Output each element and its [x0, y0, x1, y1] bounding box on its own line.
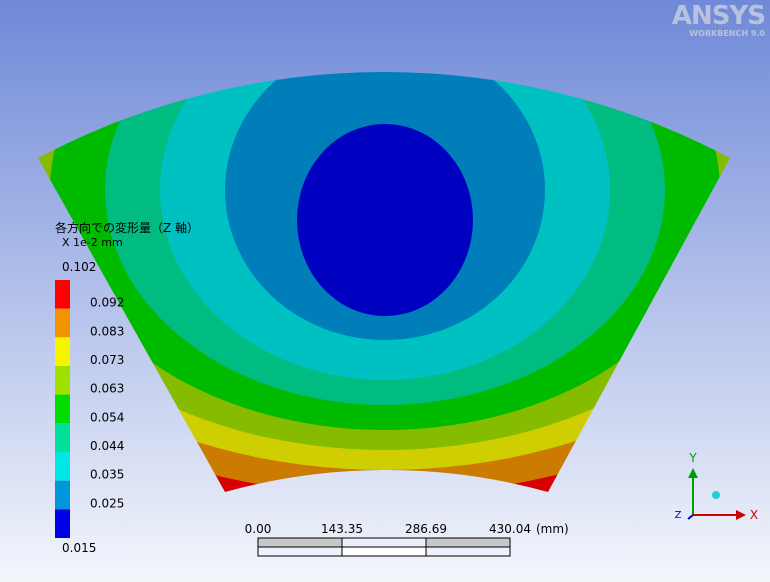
legend-swatch — [55, 280, 70, 309]
scale-label: 430.04 — [489, 522, 531, 536]
scale-label: 0.00 — [245, 522, 272, 536]
legend-label: 0.035 — [90, 468, 124, 482]
legend-label: 0.015 — [62, 541, 96, 555]
legend-label: 0.092 — [90, 296, 124, 310]
legend-swatch — [55, 509, 70, 538]
triad-sphere — [712, 491, 720, 499]
scale-label: 286.69 — [405, 522, 447, 536]
logo-brand: ANSYS — [672, 1, 765, 31]
x-arrowhead — [736, 510, 746, 520]
legend-swatch — [55, 480, 70, 510]
scale-bar: 0.00 143.35 286.69 430.04 (mm) — [245, 522, 569, 557]
legend-unit: X 1e-2 mm — [62, 236, 123, 249]
legend-swatch — [55, 394, 70, 424]
scale-segment — [257, 537, 343, 548]
legend-label: 0.044 — [90, 439, 124, 453]
legend-swatch — [55, 366, 70, 395]
legend-swatch — [55, 423, 70, 452]
z-axis-arrow — [687, 514, 694, 520]
triad-z-label: Z — [675, 510, 682, 521]
legend: 0.102 0.092 0.083 0.073 0.063 0.054 0.044 0.035… — [55, 260, 124, 555]
triad-y-label: Y — [688, 451, 697, 465]
legend-swatch — [55, 337, 70, 366]
scale-segment — [341, 546, 427, 557]
y-arrowhead — [688, 468, 698, 478]
legend-swatch — [55, 308, 70, 338]
legend-label: 0.083 — [90, 324, 124, 338]
scale-segment — [425, 537, 511, 548]
contour-band — [297, 124, 473, 316]
scale-frame — [257, 537, 511, 557]
legend-label: 0.063 — [90, 382, 124, 396]
scale-label: 143.35 — [321, 522, 363, 536]
logo-product: WORKBENCH 9.0 — [689, 29, 765, 38]
legend-label: 0.054 — [90, 410, 124, 424]
legend-label: 0.102 — [62, 260, 96, 274]
legend-label: 0.025 — [90, 496, 124, 510]
triad: Y Z X — [675, 451, 759, 522]
legend-title: 各方向での変形量（Z 軸） — [55, 220, 199, 235]
scale-unit: (mm) — [536, 522, 569, 536]
legend-swatch — [55, 452, 70, 481]
legend-label: 0.073 — [90, 353, 124, 367]
triad-x-label: X — [750, 508, 758, 522]
